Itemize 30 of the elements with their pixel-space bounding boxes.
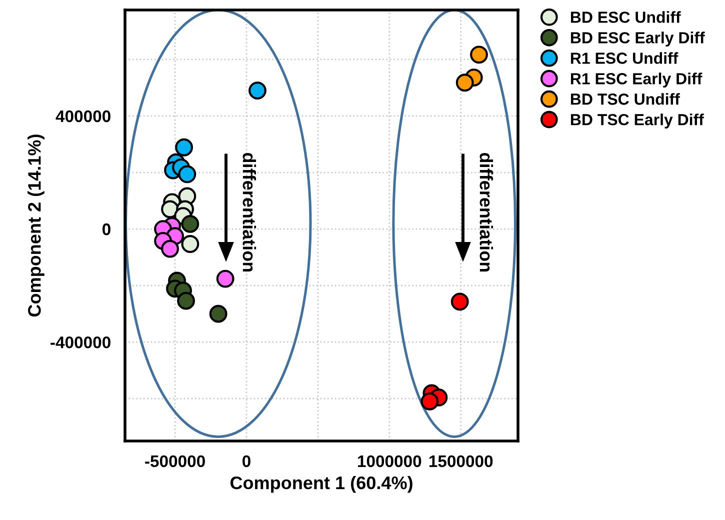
point [161, 240, 179, 258]
point [456, 74, 474, 92]
legend-label: BD ESC Undiff [570, 11, 681, 23]
x-tick-label: -500000 [145, 455, 205, 468]
annotation: differentiation [242, 152, 256, 272]
y-tick-label: -400000 [50, 336, 110, 348]
x-tick-label: 0 [242, 455, 250, 468]
legend-label: R1 ESC Early Diff [570, 72, 702, 88]
legend-label: BD TSC Undiff [570, 93, 680, 105]
y-tick-label: 0 [102, 223, 110, 236]
point [216, 270, 234, 288]
point [248, 82, 266, 100]
y-tick-label: 400000 [56, 110, 110, 122]
legend-label: BD ESC Early Diff [570, 32, 705, 47]
point [175, 138, 193, 156]
point [177, 292, 195, 310]
point [470, 46, 488, 64]
legend-label: BD TSC Early Diff [570, 114, 704, 128]
x-axis-title: Component 1 (60.4%) [230, 476, 412, 493]
point [181, 235, 200, 253]
point [181, 214, 200, 233]
x-tick-label: 1000000 [358, 455, 422, 468]
point [178, 165, 196, 184]
y-axis-title: Component 2 (14.1%) [28, 134, 44, 317]
x-tick-label: 1500000 [429, 455, 493, 468]
point [209, 304, 228, 323]
point [450, 292, 469, 311]
annotation: differentiation [480, 152, 494, 272]
point [420, 392, 439, 410]
legend-label: R1 ESC Undiff [570, 52, 678, 64]
